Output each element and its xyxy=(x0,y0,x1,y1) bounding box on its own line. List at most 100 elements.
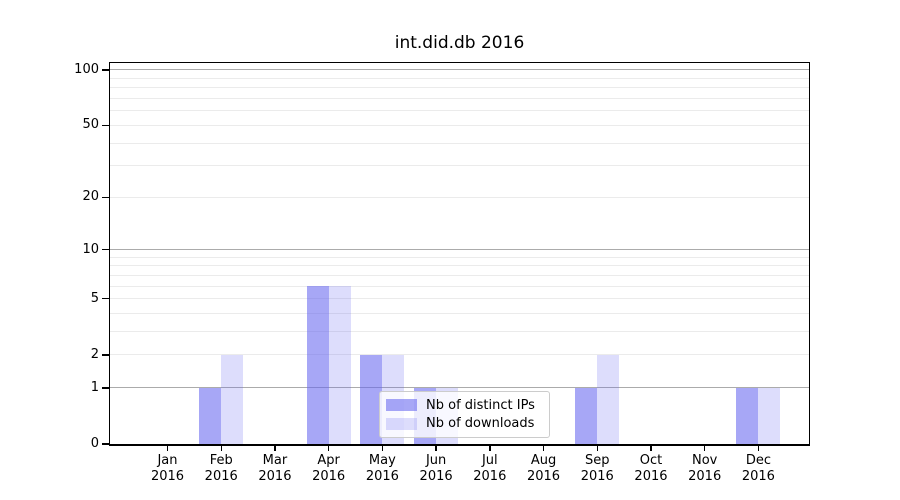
x-tick-year: 2016 xyxy=(365,468,399,484)
y-axis-tick xyxy=(102,196,109,198)
bar xyxy=(736,387,759,444)
x-tick-year: 2016 xyxy=(419,468,453,484)
x-tick-year: 2016 xyxy=(258,468,292,484)
gridline-minor xyxy=(110,87,809,89)
x-tick-month: Oct xyxy=(639,453,663,468)
gridline-major xyxy=(110,249,809,251)
gridline-minor xyxy=(110,274,809,276)
gridline-minor xyxy=(110,196,809,198)
x-tick-year: 2016 xyxy=(580,468,614,484)
x-tick-month: Jul xyxy=(481,453,498,468)
x-tick-month: Aug xyxy=(530,453,557,468)
y-axis-tick xyxy=(102,69,109,71)
x-axis-tick xyxy=(542,446,545,451)
plot-area: 0 1 2 5 10 20 50 100 Jan 2016 Feb 2016 Mar 2016 Apr 201… xyxy=(74,62,810,484)
x-tick-month: Sep xyxy=(584,453,610,468)
y-tick-label: 100 xyxy=(74,62,99,77)
x-tick-year: 2016 xyxy=(688,468,722,484)
x-tick-label: May 2016 xyxy=(347,453,417,484)
gridline-minor xyxy=(110,165,809,167)
x-tick-year: 2016 xyxy=(526,468,561,484)
bar xyxy=(199,387,222,444)
legend: Nb of distinct IPs Nb of downloads xyxy=(379,391,550,438)
gridline-minor xyxy=(110,265,809,267)
y-axis-tick xyxy=(102,248,109,251)
x-axis-tick xyxy=(274,446,276,451)
x-tick-label: Aug 2016 xyxy=(509,453,579,484)
gridline-minor xyxy=(110,298,809,300)
x-tick-year: 2016 xyxy=(634,468,668,484)
x-tick-month: Mar xyxy=(262,453,288,468)
gridline-major xyxy=(110,69,809,71)
y-tick-label: 10 xyxy=(82,241,99,257)
x-axis-tick xyxy=(757,446,760,451)
x-axis-tick xyxy=(704,446,706,451)
bar xyxy=(306,286,329,444)
x-tick-label: Mar 2016 xyxy=(240,453,310,484)
x-tick-label: Oct 2016 xyxy=(616,453,686,484)
x-tick-year: 2016 xyxy=(473,468,507,484)
y-tick-label: 50 xyxy=(82,117,99,133)
legend-label-downloads: Nb of downloads xyxy=(426,416,535,432)
x-axis-tick xyxy=(650,446,652,451)
bar xyxy=(758,387,781,444)
y-axis-tick xyxy=(102,354,109,356)
bar xyxy=(597,354,620,444)
gridline-major xyxy=(110,387,809,389)
x-axis-tick xyxy=(166,446,169,451)
x-axis-tick xyxy=(381,446,384,451)
x-tick-year: 2016 xyxy=(741,468,775,484)
y-axis-tick xyxy=(102,387,109,389)
x-axis-tick xyxy=(489,446,491,451)
x-axis-tick xyxy=(596,446,598,451)
x-tick-month: Feb xyxy=(209,453,233,468)
y-axis-tick xyxy=(102,443,109,445)
x-tick-label: Jul 2016 xyxy=(455,453,525,484)
gridline-minor xyxy=(110,313,809,315)
legend-swatch-distinct-ips-icon xyxy=(386,399,417,412)
y-tick-label: 5 xyxy=(90,290,99,306)
legend-entry-downloads: Nb of downloads xyxy=(386,416,543,431)
x-tick-label: Jun 2016 xyxy=(401,453,471,484)
x-tick-year: 2016 xyxy=(204,468,238,484)
x-axis-tick xyxy=(327,446,330,451)
axis-layer: 0 1 2 5 10 20 50 100 Jan 2016 Feb 2016 Mar 2016 Apr 201… xyxy=(74,62,809,484)
x-tick-label: Nov 2016 xyxy=(670,453,740,484)
chart-title: int.did.db 2016 xyxy=(394,33,525,53)
gridline-minor xyxy=(110,331,809,333)
y-axis-tick xyxy=(102,124,109,127)
x-tick-month: Apr xyxy=(317,453,340,468)
bar xyxy=(328,286,351,444)
grid-layer xyxy=(110,63,809,444)
x-tick-label: Dec 2016 xyxy=(723,453,793,484)
y-axis-tick xyxy=(102,298,109,300)
gridline-minor xyxy=(110,124,809,126)
gridline-minor xyxy=(110,110,809,112)
x-axis-tick xyxy=(220,446,222,451)
x-tick-label: Feb 2016 xyxy=(186,453,256,484)
y-tick-label: 0 xyxy=(90,436,99,451)
gridline-minor xyxy=(110,354,809,356)
legend-label-distinct-ips: Nb of distinct IPs xyxy=(426,397,535,413)
x-tick-label: Sep 2016 xyxy=(562,453,632,484)
bar xyxy=(575,387,598,444)
legend-swatch-downloads-icon xyxy=(386,417,417,430)
x-tick-year: 2016 xyxy=(312,468,346,484)
x-tick-label: Jan 2016 xyxy=(133,453,203,484)
y-tick-label: 20 xyxy=(82,189,99,205)
gridline-minor xyxy=(110,77,809,79)
bar xyxy=(360,354,383,444)
x-tick-label: Apr 2016 xyxy=(294,453,364,484)
x-axis-tick xyxy=(435,446,437,451)
gridline-minor xyxy=(110,285,809,287)
gridline-minor xyxy=(110,256,809,258)
gridline-minor xyxy=(110,98,809,100)
x-tick-year: 2016 xyxy=(150,468,185,484)
y-tick-label: 1 xyxy=(90,379,99,395)
x-tick-month: Jan xyxy=(157,453,178,468)
legend-entry-distinct-ips: Nb of distinct IPs xyxy=(386,398,543,413)
gridline-minor xyxy=(110,142,809,144)
x-tick-month: Dec xyxy=(745,453,771,468)
bar xyxy=(221,354,244,444)
